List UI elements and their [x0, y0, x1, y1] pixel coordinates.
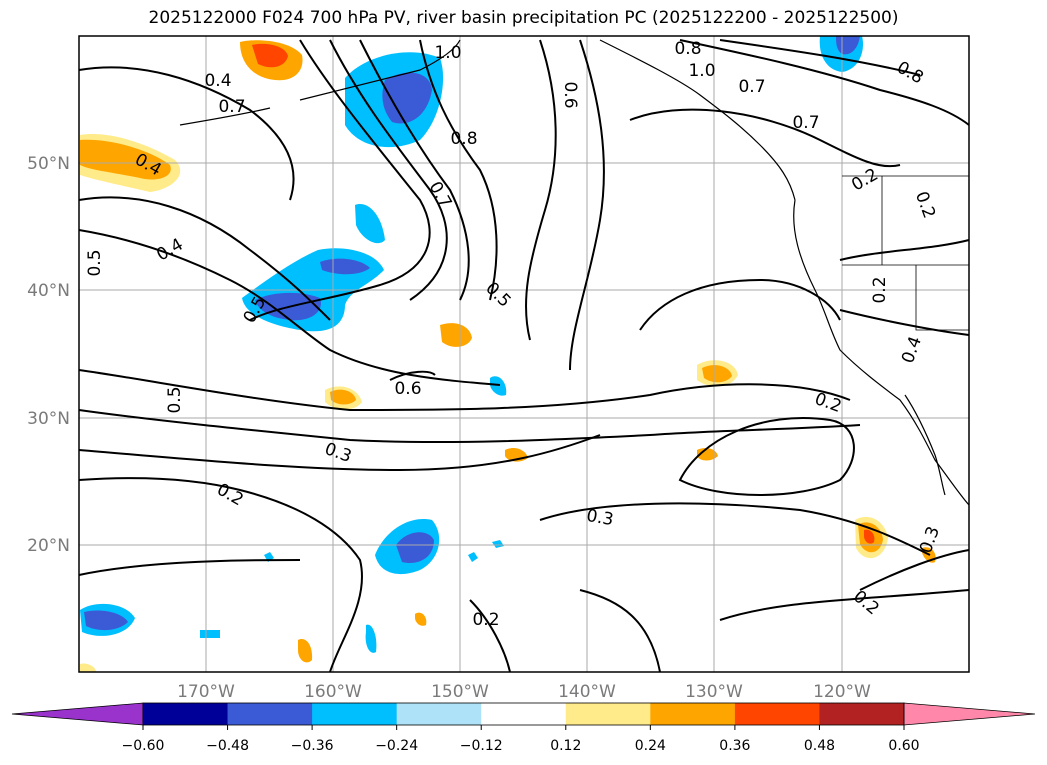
contour-label: 0.5 [85, 249, 105, 276]
colorbar-tick-label: 0.24 [635, 738, 666, 754]
colorbar-extend-high [903, 702, 1036, 726]
precip-negative-region [490, 376, 507, 396]
precip-positive-region [864, 529, 875, 544]
lat-tick-label: 20°N [27, 536, 70, 556]
colorbar-tick-label: −0.48 [206, 738, 249, 754]
precip-negative-region [200, 630, 220, 638]
colorbar: −0.60 −0.48 −0.36 −0.24 −0.12 0.12 0.24 0.36 0.4… [11, 702, 1036, 754]
precip-positive-region [80, 139, 171, 180]
contour-label: 0.4 [153, 235, 186, 266]
colorbar-bin [143, 703, 229, 725]
precip-negative-region [365, 624, 377, 653]
contour-label: 0.3 [585, 506, 615, 530]
lon-tick-label: 120°W [813, 682, 871, 702]
precip-positive-region [415, 612, 427, 626]
map-title: 2025122000 F024 700 hPa PV, river basin … [148, 8, 899, 28]
contour-labels: 0.40.71.00.80.60.81.0 0.80.70.70.4 0.20.5 0… [85, 39, 944, 630]
colorbar-tick-label: −0.36 [291, 738, 334, 754]
contour-label: 1.0 [434, 43, 461, 63]
contour-label: 0.4 [898, 334, 926, 366]
precip-negative-region [382, 72, 432, 124]
contour-label: 0.8 [674, 39, 701, 59]
colorbar-bin [819, 703, 905, 725]
contour-label: 0.2 [849, 587, 883, 620]
colorbar-bin [396, 703, 482, 725]
colorbar-bin [227, 703, 313, 725]
lat-tick-label: 30°N [27, 409, 70, 429]
precip-negative-region [492, 540, 504, 548]
contour-label: 0.5 [165, 386, 185, 413]
lon-tick-label: 160°W [304, 682, 362, 702]
colorbar-tick-label: −0.24 [375, 738, 418, 754]
colorbar-bin [734, 703, 820, 725]
colorbar-tick-label: 0.48 [804, 738, 835, 754]
contour-label: 0.2 [472, 610, 499, 630]
lon-tick-label: 170°W [177, 682, 235, 702]
contour-label: 0.4 [204, 71, 231, 91]
precip-negative-region [355, 204, 385, 244]
map-frame [78, 35, 970, 673]
contour-label: 0.5 [481, 278, 514, 311]
colorbar-bin [565, 703, 651, 725]
lat-tick-labels: 50°N 40°N 30°N 20°N [27, 154, 70, 556]
lon-tick-label: 140°W [558, 682, 616, 702]
precip-positive-region [298, 639, 313, 663]
contour-label: 0.2 [213, 480, 246, 511]
colorbar-tick-label: 0.36 [719, 738, 750, 754]
coastlines [179, 39, 970, 506]
contour-label: 0.7 [218, 97, 245, 117]
graticule [79, 36, 969, 672]
colorbar-tick-label: −0.60 [122, 738, 165, 754]
colorbar-bin [312, 703, 398, 725]
colorbar-tick-label: 0.12 [550, 738, 581, 754]
contour-label: 0.7 [738, 77, 765, 97]
lat-tick-label: 50°N [27, 154, 70, 174]
contour-label: 0.2 [812, 389, 844, 417]
pv-contours [78, 39, 970, 673]
contour-label: 0.6 [394, 379, 421, 399]
precip-negative-region [396, 532, 434, 564]
colorbar-bin [481, 703, 567, 725]
contour-label: 0.2 [911, 189, 939, 221]
contour-label: 0.8 [450, 129, 477, 149]
contour-label: 0.8 [893, 58, 926, 89]
colorbar-outline [142, 702, 905, 726]
contour-label: 1.0 [688, 61, 715, 81]
colorbar-tick-label: −0.12 [460, 738, 503, 754]
lon-tick-label: 130°W [685, 682, 743, 702]
colorbar-tick-label: 0.60 [888, 738, 919, 754]
contour-label: 0.2 [848, 165, 881, 196]
colorbar-extend-low [11, 702, 144, 726]
contour-label: 0.7 [792, 113, 819, 133]
precip-positive-region [80, 663, 96, 672]
contour-label: 0.2 [870, 276, 890, 303]
contour-label: 0.3 [322, 439, 354, 467]
precip-negative-region [468, 552, 478, 562]
precip-negative-region [84, 610, 128, 631]
lon-tick-label: 150°W [431, 682, 489, 702]
colorbar-bin [650, 703, 736, 725]
contour-label: 0.6 [560, 81, 580, 108]
precip-positive-region [252, 43, 288, 68]
lat-tick-label: 40°N [27, 281, 70, 301]
precip-positive-region [702, 365, 732, 383]
precip-positive-region [440, 323, 472, 347]
contour-label: 0.3 [916, 524, 944, 556]
lon-tick-labels: 170°W 160°W 150°W 140°W 130°W 120°W [177, 682, 871, 702]
contour-label: 0.7 [425, 178, 456, 211]
precip-positive-region [330, 389, 356, 405]
